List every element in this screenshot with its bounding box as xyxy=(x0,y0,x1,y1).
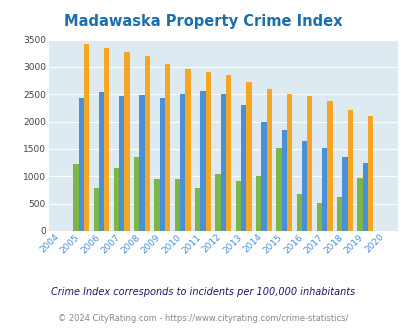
Bar xyxy=(160,98,164,231)
Bar xyxy=(83,44,89,231)
Bar xyxy=(93,188,99,231)
Bar xyxy=(180,94,185,231)
Bar xyxy=(266,89,271,231)
Bar xyxy=(119,96,124,231)
Bar xyxy=(79,98,83,231)
Bar xyxy=(185,69,190,231)
Bar xyxy=(341,157,347,231)
Bar xyxy=(134,157,139,231)
Bar xyxy=(362,163,367,231)
Bar xyxy=(205,72,211,231)
Bar xyxy=(225,75,231,231)
Bar xyxy=(241,105,245,231)
Bar xyxy=(261,122,266,231)
Bar xyxy=(139,95,144,231)
Bar xyxy=(307,96,312,231)
Bar xyxy=(235,181,240,231)
Bar xyxy=(113,168,119,231)
Bar xyxy=(367,115,373,231)
Bar xyxy=(245,82,251,231)
Bar xyxy=(200,91,205,231)
Bar xyxy=(175,179,180,231)
Text: Madawaska Property Crime Index: Madawaska Property Crime Index xyxy=(64,14,341,29)
Bar xyxy=(336,197,342,231)
Bar xyxy=(144,56,150,231)
Bar xyxy=(322,148,327,231)
Bar xyxy=(73,164,79,231)
Bar xyxy=(296,194,301,231)
Bar xyxy=(220,94,225,231)
Text: Crime Index corresponds to incidents per 100,000 inhabitants: Crime Index corresponds to incidents per… xyxy=(51,287,354,297)
Bar xyxy=(164,64,170,231)
Bar xyxy=(275,148,281,231)
Bar xyxy=(124,52,130,231)
Text: © 2024 CityRating.com - https://www.cityrating.com/crime-statistics/: © 2024 CityRating.com - https://www.city… xyxy=(58,314,347,323)
Bar xyxy=(215,174,220,231)
Bar xyxy=(104,49,109,231)
Bar xyxy=(357,178,362,231)
Bar xyxy=(347,110,352,231)
Bar xyxy=(286,94,292,231)
Bar xyxy=(281,130,286,231)
Bar xyxy=(326,101,332,231)
Bar xyxy=(255,176,261,231)
Bar xyxy=(316,203,322,231)
Bar xyxy=(99,92,104,231)
Bar xyxy=(195,188,200,231)
Bar xyxy=(154,179,160,231)
Bar xyxy=(301,141,307,231)
